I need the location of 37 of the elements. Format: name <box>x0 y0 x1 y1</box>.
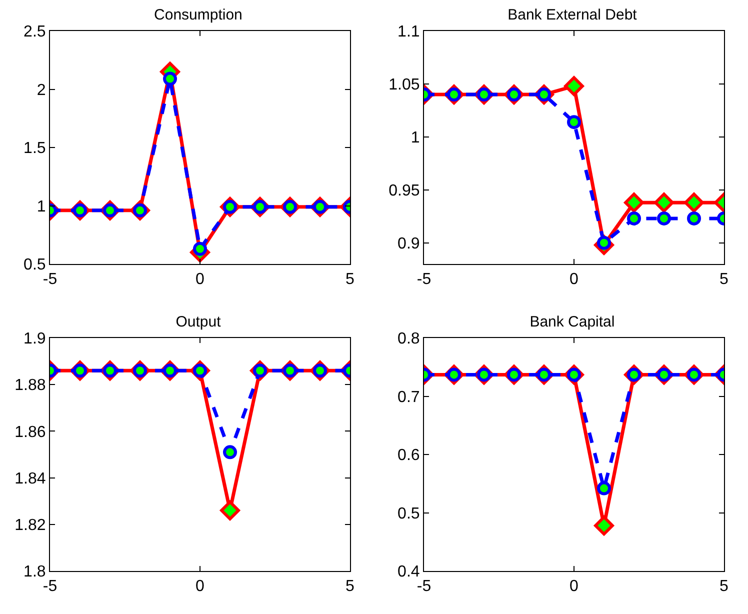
y-tick-label: 2 <box>36 82 46 99</box>
y-tick-label: 0.8 <box>398 330 420 348</box>
y-tick-label: 1.84 <box>14 470 46 488</box>
chart-title: Output <box>176 314 222 331</box>
y-tick-label: 0.6 <box>398 447 420 464</box>
x-tick-label: 0 <box>570 271 579 288</box>
x-tick-label: -5 <box>416 271 432 288</box>
chart-title: Bank External Debt <box>508 6 638 24</box>
x-tick-label: 5 <box>720 271 729 288</box>
x-tick-label: 5 <box>346 578 355 596</box>
x-tick-label: 0 <box>196 271 205 288</box>
y-tick-label: 2.5 <box>24 24 46 41</box>
y-tick-label: 0.5 <box>398 505 420 522</box>
x-tick-label: 5 <box>720 578 729 596</box>
y-tick-label: 0.7 <box>398 388 420 406</box>
x-tick-label: 5 <box>346 271 355 288</box>
y-tick-label: 1.1 <box>398 24 420 41</box>
y-tick-label: 1 <box>410 130 420 147</box>
y-tick-label: 1.5 <box>24 140 46 158</box>
y-tick-label: 1.86 <box>14 424 46 441</box>
y-tick-label: 0.4 <box>398 564 420 581</box>
y-tick-label: 1.05 <box>388 76 420 94</box>
chart-title: Bank Capital <box>530 314 615 331</box>
y-tick-label: 0.95 <box>388 182 420 200</box>
y-tick-label: 1.8 <box>24 564 46 581</box>
x-tick-label: -5 <box>42 578 58 596</box>
y-tick-label: 1.88 <box>14 377 46 394</box>
y-tick-label: 1.82 <box>14 517 46 534</box>
x-tick-label: -5 <box>416 578 432 596</box>
y-tick-label: 0.9 <box>398 235 420 252</box>
x-tick-label: 0 <box>196 578 205 596</box>
x-tick-label: 0 <box>570 578 579 596</box>
x-tick-label: -5 <box>42 271 58 288</box>
chart-title: Consumption <box>154 6 242 24</box>
y-tick-label: 1 <box>36 198 46 216</box>
y-tick-label: 1.9 <box>24 330 46 348</box>
y-tick-label: 0.5 <box>24 256 46 274</box>
